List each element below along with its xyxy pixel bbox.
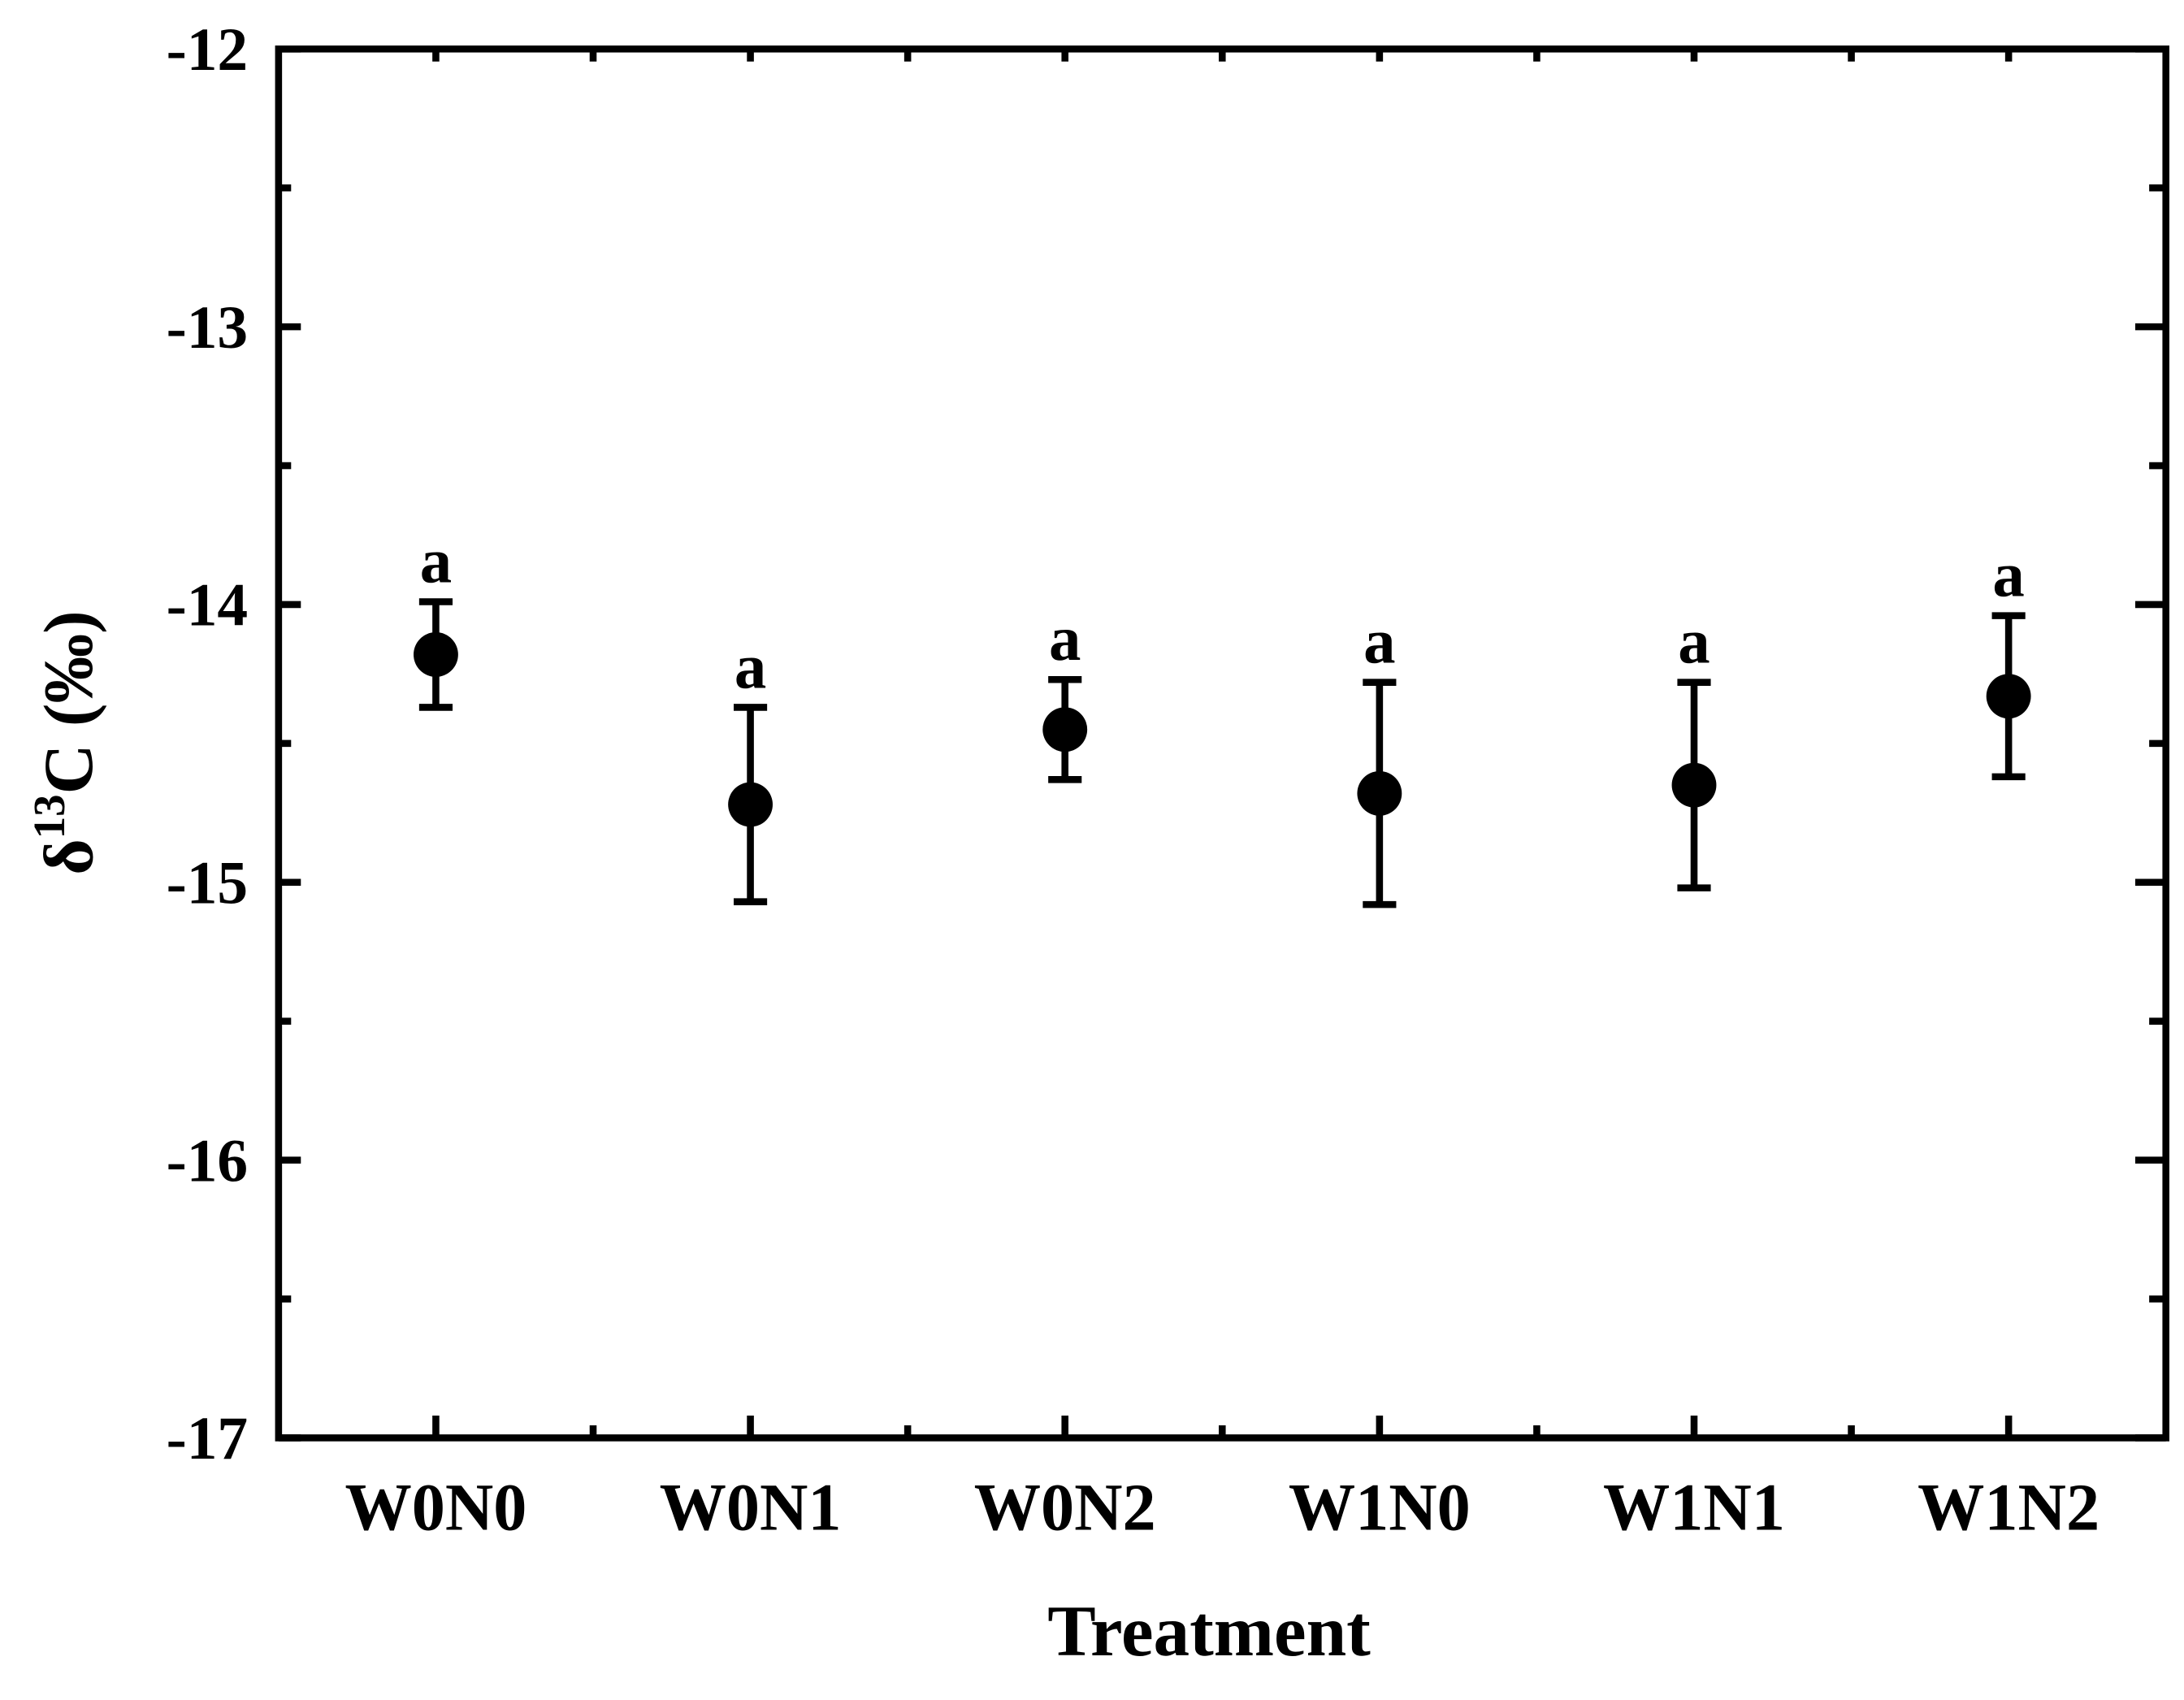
data-point [1986,674,2031,719]
y-tick-label: -16 [167,1127,249,1195]
y-axis-label: δ13C (‰) [24,610,107,874]
x-tick-label: W0N0 [344,1471,526,1545]
x-tick-label: W1N2 [1918,1471,2100,1545]
significance-letter: a [1049,604,1081,674]
y-axis-label-sup: 13 [24,794,74,839]
data-point [1357,770,1402,816]
y-tick-label: -15 [167,849,249,917]
y-axis-label-part: C (‰) [30,610,107,794]
x-axis-label: Treatment [1047,1592,1371,1672]
y-axis-label-part: δ [30,839,107,874]
significance-letter: a [420,527,452,597]
x-tick-label: W1N0 [1289,1471,1471,1545]
significance-letter: a [1678,607,1710,678]
x-tick-label: W1N1 [1603,1471,1785,1545]
significance-letter: a [1363,607,1395,678]
plot-frame [275,45,2169,1442]
data-point [728,782,773,827]
data-point [413,632,458,677]
significance-letter: a [1992,540,2024,611]
y-tick-label: -12 [167,16,249,84]
significance-letter: a [734,631,766,702]
y-tick-label: -17 [167,1405,249,1472]
x-tick-label: W0N2 [974,1471,1156,1545]
data-point [1671,762,1717,808]
y-tick-label: -14 [167,572,249,640]
y-tick-label: -13 [167,294,249,362]
data-point [1042,707,1088,752]
x-tick-label: W0N1 [660,1471,842,1545]
